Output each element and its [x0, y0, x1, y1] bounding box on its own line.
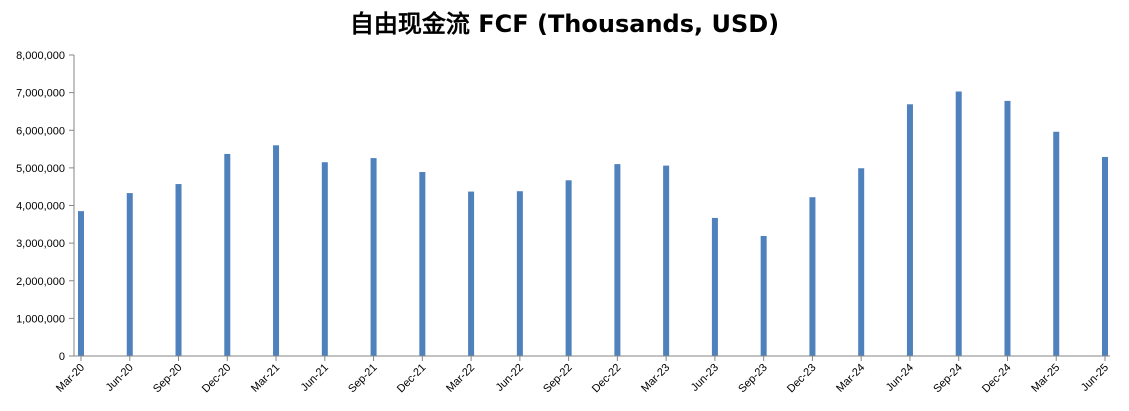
x-tick-label: Jun-24	[884, 362, 916, 394]
x-tick-label: Mar-20	[54, 362, 87, 395]
x-tick-label: Dec-20	[200, 362, 234, 396]
x-tick-label: Mar-24	[834, 362, 867, 395]
bar-jun-23	[711, 217, 718, 356]
y-tick-label: 2,000,000	[16, 276, 65, 288]
bar-dec-22	[614, 164, 621, 356]
x-tick-label: Dec-24	[980, 362, 1014, 396]
bar-sep-24	[955, 91, 962, 356]
y-tick-label: 0	[59, 351, 65, 363]
y-tick-label: 6,000,000	[16, 125, 65, 137]
bar-mar-24	[858, 168, 865, 356]
x-axis-ticks: Mar-20 Jun-20 Sep-20 Dec-20 Mar-21 Jun-21 Sep-…	[54, 356, 1111, 395]
bar-sep-22	[565, 180, 572, 356]
bar-mar-22	[468, 191, 475, 356]
bars	[78, 91, 1108, 356]
bar-jun-21	[321, 162, 328, 356]
y-tick-label: 7,000,000	[16, 88, 65, 100]
x-tick-label: Jun-25	[1079, 362, 1111, 394]
x-tick-label: Mar-21	[249, 362, 282, 395]
x-tick-label: Dec-21	[395, 362, 429, 396]
x-tick-label: Sep-20	[151, 362, 185, 396]
bar-mar-21	[273, 145, 280, 356]
bar-jun-25	[1102, 156, 1108, 356]
x-tick-label: Jun-23	[689, 362, 721, 394]
bar-dec-24	[1004, 100, 1011, 356]
y-tick-label: 5,000,000	[16, 163, 65, 175]
bar-sep-23	[760, 235, 767, 356]
x-tick-label: Mar-23	[639, 362, 672, 395]
chart-title: 自由现金流 FCF (Thousands, USD)	[349, 10, 780, 38]
y-tick-label: 3,000,000	[16, 238, 65, 250]
bar-dec-20	[224, 153, 231, 356]
bar-mar-20	[78, 211, 84, 356]
bar-mar-25	[1053, 131, 1060, 356]
x-tick-label: Sep-23	[736, 362, 770, 396]
y-tick-label: 1,000,000	[16, 313, 65, 325]
x-tick-label: Jun-22	[494, 362, 526, 394]
x-tick-label: Mar-22	[444, 362, 477, 395]
x-tick-label: Dec-23	[785, 362, 819, 396]
bar-mar-23	[663, 165, 670, 356]
bar-dec-23	[809, 197, 816, 356]
y-axis-ticks: 0 1,000,000 2,000,000 3,000,000 4,000,000 5,0…	[16, 50, 74, 363]
bar-jun-22	[516, 191, 523, 356]
bar-sep-20	[175, 184, 182, 356]
x-tick-label: Sep-22	[541, 362, 575, 396]
x-tick-label: Jun-20	[104, 362, 136, 394]
bar-jun-20	[126, 193, 133, 356]
x-tick-label: Dec-22	[590, 362, 624, 396]
bar-dec-21	[419, 172, 426, 356]
y-tick-label: 8,000,000	[16, 50, 65, 62]
x-tick-label: Jun-21	[299, 362, 331, 394]
x-tick-label: Sep-24	[931, 362, 965, 396]
x-tick-label: Mar-25	[1029, 362, 1062, 395]
y-tick-label: 4,000,000	[16, 201, 65, 213]
x-tick-label: Sep-21	[346, 362, 380, 396]
bar-jun-24	[906, 104, 913, 356]
bar-sep-21	[370, 158, 377, 356]
